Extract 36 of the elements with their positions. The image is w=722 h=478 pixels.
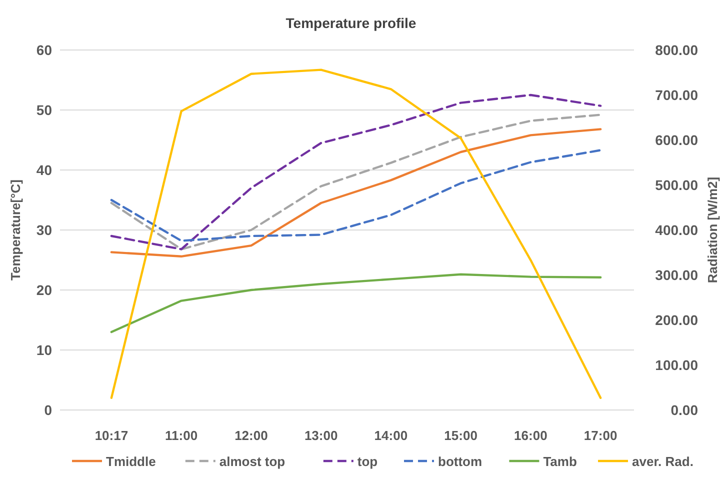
y-tick-label: 20 [36, 282, 52, 298]
line-series [110, 273, 602, 334]
y-tick-label: 40 [36, 162, 52, 178]
y2-tick-label: 600.00 [655, 132, 698, 148]
y-tick-label: 0 [44, 402, 52, 418]
y2-tick-label: 300.00 [655, 267, 698, 283]
legend-label: top [357, 454, 378, 469]
legend-label: bottom [438, 454, 482, 469]
y-tick-label: 30 [36, 222, 52, 238]
y-axis-title: Temperature[°C] [8, 179, 23, 281]
chart-title: Temperature profile [286, 15, 416, 31]
x-tick-label: 13:00 [304, 428, 338, 443]
x-tick-label: 11:00 [165, 428, 198, 443]
line-series [110, 149, 602, 242]
x-tick-label: 10:17 [94, 428, 128, 443]
y2-tick-label: 500.00 [655, 177, 698, 193]
x-tick-label: 15:00 [444, 428, 478, 443]
y2-tick-label: 800.00 [655, 42, 698, 58]
y2-axis-title: Radiation [W/m2] [705, 176, 720, 284]
legend-label: Tmiddle [106, 454, 156, 469]
y2-tick-label: 0.00 [670, 402, 698, 418]
y-tick-label: 50 [36, 102, 52, 118]
legend-label: aver. Rad. [632, 454, 694, 469]
legend-label: almost top [219, 454, 286, 469]
x-tick-label: 12:00 [234, 428, 268, 443]
x-tick-label: 14:00 [374, 428, 408, 443]
y2-tick-label: 400.00 [655, 222, 698, 238]
y-tick-label: 10 [36, 342, 52, 358]
line-series [110, 68, 602, 399]
x-tick-label: 16:00 [514, 428, 548, 443]
y2-tick-label: 200.00 [655, 312, 698, 328]
legend-label: Tamb [543, 454, 577, 469]
x-tick-label: 17:00 [584, 428, 618, 443]
y-tick-label: 60 [36, 42, 52, 58]
y2-tick-label: 100.00 [655, 357, 698, 373]
y2-tick-label: 700.00 [655, 87, 698, 103]
